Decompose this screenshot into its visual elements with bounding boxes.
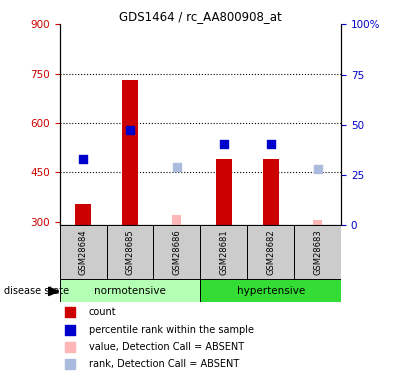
Text: normotensive: normotensive [94, 286, 166, 296]
Point [314, 166, 321, 172]
Point [67, 327, 73, 333]
Text: percentile rank within the sample: percentile rank within the sample [89, 325, 254, 335]
Text: disease state: disease state [4, 286, 69, 296]
Bar [247, 225, 294, 279]
Bar [200, 279, 341, 302]
Bar [75, 204, 91, 225]
Polygon shape [48, 287, 59, 296]
Text: count: count [89, 308, 117, 317]
Point [268, 141, 274, 147]
Bar [200, 225, 247, 279]
Point [80, 156, 86, 162]
Bar [153, 225, 200, 279]
Text: GSM28681: GSM28681 [219, 230, 229, 275]
Text: value, Detection Call = ABSENT: value, Detection Call = ABSENT [89, 342, 244, 352]
Point [67, 362, 73, 368]
Bar [60, 225, 106, 279]
Text: GSM28683: GSM28683 [313, 229, 322, 275]
Bar [122, 80, 138, 225]
Text: GSM28682: GSM28682 [266, 230, 275, 275]
Point [221, 141, 227, 147]
Bar [106, 225, 153, 279]
Text: rank, Detection Call = ABSENT: rank, Detection Call = ABSENT [89, 360, 239, 369]
Point [173, 165, 180, 171]
Bar [216, 159, 232, 225]
Title: GDS1464 / rc_AA800908_at: GDS1464 / rc_AA800908_at [119, 10, 282, 23]
Text: GSM28685: GSM28685 [125, 230, 134, 275]
Point [127, 127, 133, 133]
Text: GSM28684: GSM28684 [79, 230, 88, 275]
Text: GSM28686: GSM28686 [172, 229, 181, 275]
Bar [263, 159, 279, 225]
Point [67, 344, 73, 350]
Bar [172, 215, 181, 225]
Bar [313, 220, 322, 225]
Text: hypertensive: hypertensive [237, 286, 305, 296]
Bar [294, 225, 341, 279]
Point [67, 309, 73, 315]
Bar [60, 279, 200, 302]
